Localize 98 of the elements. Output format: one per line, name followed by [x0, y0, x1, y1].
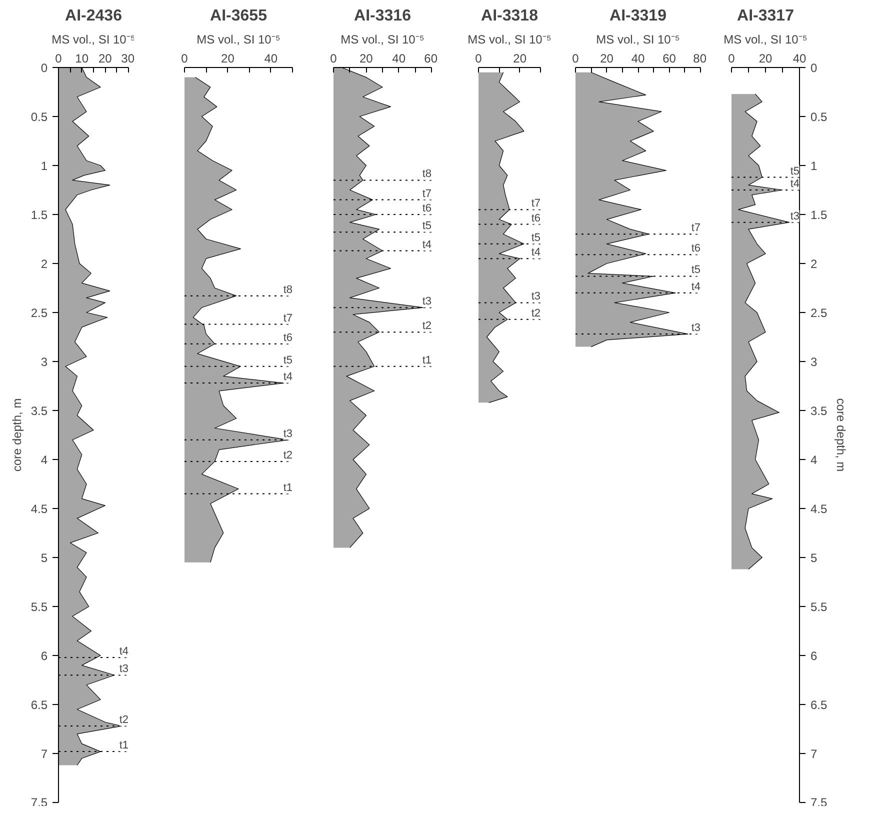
x-tick-label: 20	[221, 52, 235, 66]
y-axis-title: core depth, m	[834, 398, 848, 472]
ref-line-label: t5	[422, 220, 432, 232]
ref-line-label: t3	[119, 663, 129, 676]
ref-line-label: t1	[422, 354, 432, 366]
y-tick-label: 4.5	[810, 502, 828, 516]
chart-title: AI-3317	[737, 8, 794, 24]
x-axis-title: MS vol., SI 10⁻⁵	[196, 32, 280, 46]
chart-title: AI-3319	[610, 8, 667, 24]
ref-line-label: t8	[283, 284, 293, 296]
x-tick-label: 0	[572, 52, 580, 66]
chart-title: AI-2436	[65, 8, 122, 24]
y-tick-label: 1	[810, 159, 818, 173]
ref-line-label: t4	[531, 246, 541, 259]
x-tick-label: 30	[121, 52, 135, 66]
x-axis-title: MS vol., SI 10⁻⁵	[340, 32, 424, 46]
ref-line-label: t3	[422, 296, 432, 308]
x-axis-title: MS vol., SI 10⁻⁵	[724, 32, 808, 46]
x-tick-label: 0	[475, 52, 482, 66]
x-tick-label: 20	[600, 52, 614, 66]
x-tick-label: 60	[424, 52, 438, 66]
x-tick-label: 80	[693, 52, 707, 66]
y-tick-label: 5.5	[30, 600, 48, 614]
y-tick-label: 5.5	[810, 600, 828, 614]
ref-line-label: t8	[422, 168, 432, 180]
y-tick-label: 0	[40, 61, 48, 75]
y-tick-label: 3.5	[30, 404, 48, 418]
x-tick-label: 20	[758, 52, 772, 66]
chart-title: AI-3316	[354, 8, 412, 24]
y-tick-label: 6	[40, 649, 48, 663]
y-tick-label: 3	[810, 355, 818, 369]
ref-line-label: t6	[531, 212, 541, 224]
y-tick-label: 0.5	[30, 110, 48, 124]
x-tick-label: 0	[181, 52, 188, 66]
y-tick-label: 7	[810, 747, 818, 761]
ref-line-label: t1	[119, 740, 129, 752]
y-tick-label: 1	[40, 159, 48, 173]
y-tick-label: 2	[810, 257, 818, 271]
y-tick-label: 0.5	[810, 110, 828, 124]
ref-line-label: t3	[790, 210, 800, 222]
ref-line-label: t5	[531, 232, 541, 244]
y-tick-label: 4	[40, 453, 48, 467]
ref-line-label: t4	[790, 178, 800, 190]
y-tick-label: 6.5	[30, 698, 48, 712]
y-tick-label: 2.5	[810, 306, 828, 320]
x-tick-label: 60	[662, 52, 676, 66]
x-tick-label: 20	[513, 52, 527, 66]
x-axis-title: MS vol., SI 10⁻⁵	[468, 32, 552, 46]
ref-line-label: t7	[691, 222, 701, 234]
y-tick-label: 1.5	[810, 208, 828, 222]
x-tick-label: 20	[359, 52, 374, 66]
x-tick-label: 20	[98, 52, 112, 66]
ref-line-label: t3	[531, 290, 541, 303]
y-tick-label: 0	[810, 61, 818, 75]
y-tick-label: 4.5	[30, 502, 48, 516]
y-tick-label: 5	[40, 551, 48, 565]
x-tick-label: 0	[330, 52, 338, 66]
chart-title: AI-3655	[210, 8, 268, 24]
ref-line-label: t7	[422, 188, 432, 200]
ref-line-label: t5	[790, 165, 800, 178]
y-tick-label: 6	[810, 649, 818, 663]
x-tick-label: 40	[264, 52, 278, 66]
y-tick-label: 6.5	[810, 698, 828, 712]
ref-line-label: t6	[283, 332, 293, 344]
ref-line-label: t4	[691, 280, 701, 293]
ref-line-label: t2	[119, 714, 129, 726]
ref-line-label: t1	[283, 482, 293, 494]
y-tick-label: 1.5	[30, 208, 48, 222]
ref-line-label: t2	[422, 320, 432, 332]
ref-line-label: t4	[283, 371, 293, 384]
ref-line-label: t3	[691, 322, 701, 334]
x-tick-label: 40	[792, 52, 806, 66]
x-tick-label: 10	[75, 52, 89, 66]
ref-line-label: t5	[691, 264, 701, 276]
ref-line-label: t6	[422, 202, 432, 214]
y-tick-label: 2	[40, 257, 48, 271]
y-tick-label: 3	[40, 355, 48, 369]
ref-line-label: t7	[531, 198, 541, 210]
y-tick-label: 3.5	[810, 404, 828, 418]
y-tick-label: 7	[40, 747, 48, 761]
y-tick-label: 2.5	[30, 306, 48, 320]
ref-line-label: t2	[283, 449, 293, 462]
chart-title: AI-3318	[481, 8, 538, 24]
x-tick-label: 0	[55, 52, 62, 66]
ref-line-label: t5	[283, 354, 293, 366]
y-axis-title: core depth, m	[10, 398, 24, 472]
ref-line-label: t4	[119, 645, 129, 658]
ref-line-label: t7	[283, 312, 293, 324]
y-tick-label: 5	[810, 551, 818, 565]
ref-line-label: t3	[283, 428, 293, 440]
x-axis-title: MS vol., SI 10⁻⁵	[596, 32, 680, 46]
x-tick-label: 0	[728, 52, 736, 66]
x-tick-label: 40	[392, 52, 406, 66]
y-tick-label: 4	[810, 453, 818, 467]
ref-line-label: t6	[691, 242, 701, 255]
ref-line-label: t2	[531, 307, 541, 320]
ref-line-label: t4	[422, 238, 432, 251]
x-tick-label: 40	[631, 52, 645, 66]
